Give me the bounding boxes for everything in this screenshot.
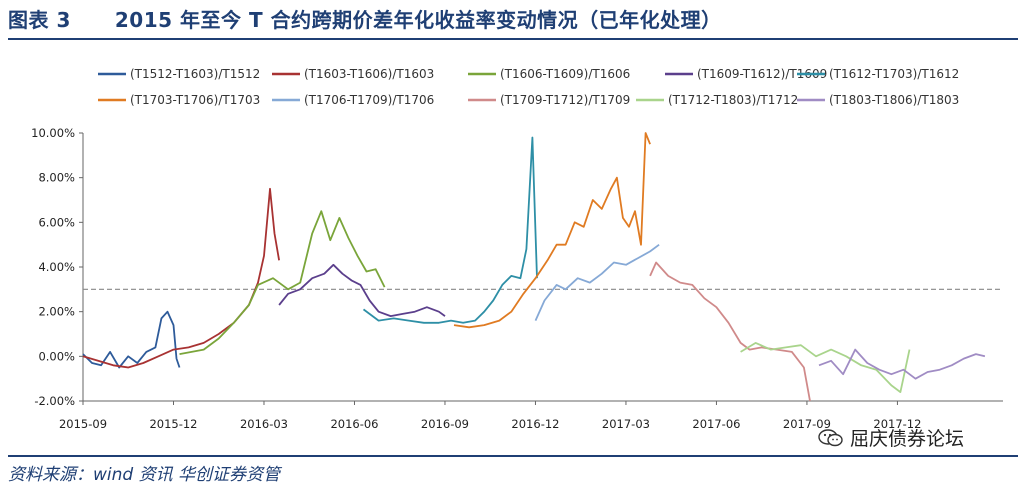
legend-entry: (T1606-T1609)/T1606: [500, 67, 630, 81]
y-tick-label: 6.00%: [38, 215, 75, 229]
legend-entry: (T1712-T1803)/T1712: [668, 93, 798, 107]
series-line: [818, 348, 986, 380]
source-note: 资料来源：wind 资讯 华创证券资管: [8, 465, 280, 485]
legend-entry: (T1703-T1706)/T1703: [130, 93, 260, 107]
series-line: [740, 342, 911, 393]
y-tick-label: 8.00%: [38, 171, 75, 185]
series-line: [179, 210, 386, 355]
figure-title-text: 2015 年至今 T 合约跨期价差年化收益率变动情况（已年化处理）: [114, 8, 722, 32]
x-tick-label: 2017-03: [602, 417, 650, 431]
series-line: [453, 132, 651, 329]
legend-entry: (T1512-T1603)/T1512: [130, 67, 260, 81]
x-tick-label: 2015-09: [59, 417, 107, 431]
title-rule: [8, 38, 1018, 40]
x-tick-label: 2017-09: [783, 417, 831, 431]
wechat-icon: [818, 428, 843, 446]
x-tick-label: 2017-06: [692, 417, 740, 431]
legend-entry: (T1803-T1806)/T1803: [829, 93, 959, 107]
series-line: [82, 310, 181, 369]
x-tick-label: 2016-03: [240, 417, 288, 431]
x-tick-label: 2015-12: [149, 417, 197, 431]
series-line: [278, 263, 446, 317]
y-tick-label: 10.00%: [31, 126, 75, 140]
legend-entry: (T1706-T1709)/T1706: [304, 93, 434, 107]
figure-number: 图表 3: [8, 8, 71, 32]
legend-entry: (T1609-T1612)/T1609: [697, 67, 827, 81]
y-tick-label: 4.00%: [38, 260, 75, 274]
series-line: [649, 261, 811, 402]
series-line: [534, 243, 660, 321]
series-line: [82, 187, 280, 369]
watermark-text: 屈庆债券论坛: [850, 428, 965, 450]
x-tick-label: 2016-12: [511, 417, 559, 431]
footer-rule: [8, 455, 1018, 457]
legend-entry: (T1709-T1712)/T1709: [500, 93, 630, 107]
figure-title: 图表 3 2015 年至今 T 合约跨期价差年化收益率变动情况（已年化处理）: [8, 4, 722, 33]
x-tick-label: 2016-06: [330, 417, 378, 431]
watermark: 屈庆债券论坛: [818, 424, 964, 451]
series-line: [362, 136, 538, 324]
y-tick-label: -2.00%: [34, 394, 75, 408]
x-tick-label: 2017-12: [873, 417, 921, 431]
legend-entry: (T1603-T1606)/T1603: [304, 67, 434, 81]
x-tick-label: 2016-09: [421, 417, 469, 431]
y-tick-label: 2.00%: [38, 305, 75, 319]
y-tick-label: 0.00%: [38, 349, 75, 363]
legend-entry: (T1612-T1703)/T1612: [829, 67, 959, 81]
